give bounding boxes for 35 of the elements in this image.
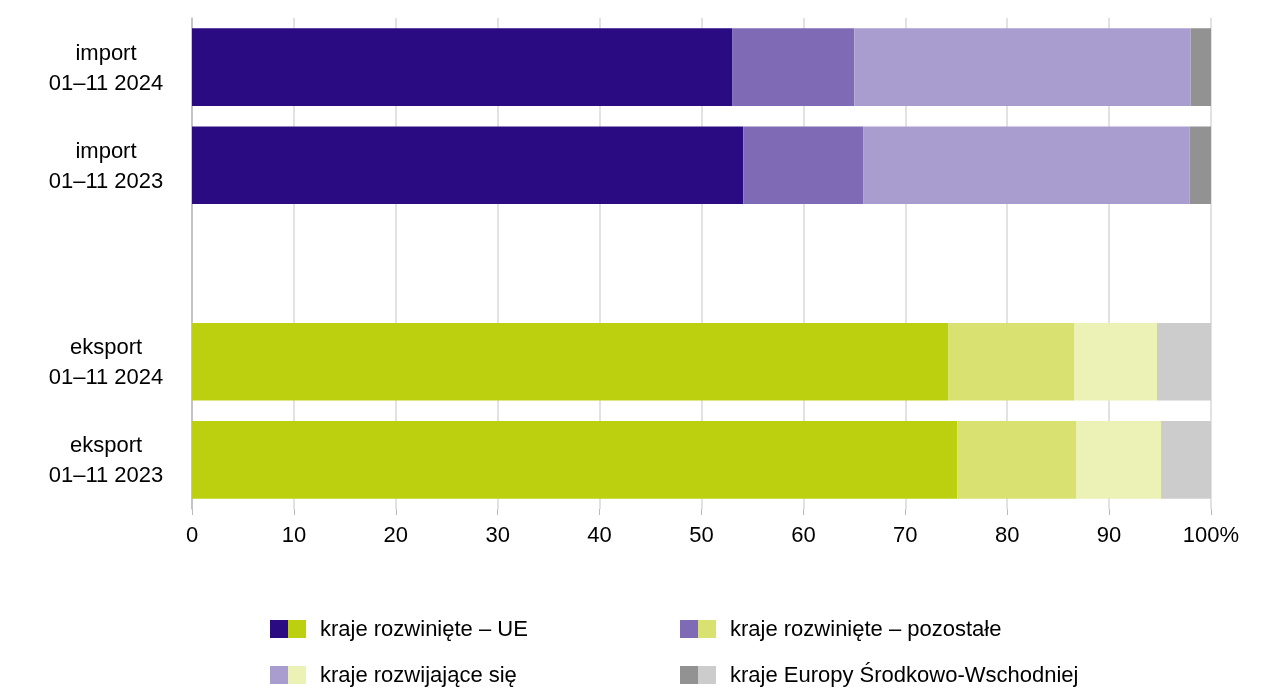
legend-label: kraje rozwijające się: [320, 662, 517, 688]
bar: [192, 126, 744, 205]
x-tick-label: 100%: [1182, 521, 1240, 547]
bar: [1189, 126, 1211, 205]
legend-label: kraje Europy Środkowo-Wschodniej: [730, 662, 1079, 688]
x-tick-label: 60: [791, 521, 816, 547]
y-tick-label: eksport 01–11 2024: [48, 334, 164, 390]
bar: [948, 322, 1075, 401]
x-tick-label: 0: [185, 521, 199, 547]
bar: [192, 28, 733, 106]
bar: [1074, 322, 1157, 401]
legend-label: kraje rozwinięte – UE: [320, 616, 528, 642]
bar: [1190, 28, 1211, 106]
bar: [1076, 421, 1162, 499]
bar: [1161, 421, 1211, 499]
bar: [732, 28, 855, 106]
y-tick-label: import 01–11 2023: [48, 137, 164, 193]
x-tick-label: 90: [1096, 521, 1122, 547]
bar: [957, 421, 1077, 499]
bar: [854, 28, 1191, 106]
y-tick-label: import 01–11 2024: [48, 39, 164, 95]
bar: [743, 126, 864, 205]
legend-label: kraje rozwinięte – pozostałe: [730, 616, 1002, 642]
x-tick-label: 70: [893, 521, 918, 547]
x-tick-label: 10: [281, 521, 307, 547]
bar: [1156, 322, 1211, 401]
x-tick-label: 80: [994, 521, 1020, 547]
x-tick-label: 50: [689, 521, 714, 547]
bar: [863, 126, 1190, 205]
bar: [192, 322, 949, 401]
bar: [192, 421, 958, 499]
x-tick-label: 20: [383, 521, 409, 547]
x-tick-label: 30: [485, 521, 510, 547]
x-tick-label: 40: [587, 521, 612, 547]
y-tick-label: eksport 01–11 2023: [48, 432, 164, 488]
